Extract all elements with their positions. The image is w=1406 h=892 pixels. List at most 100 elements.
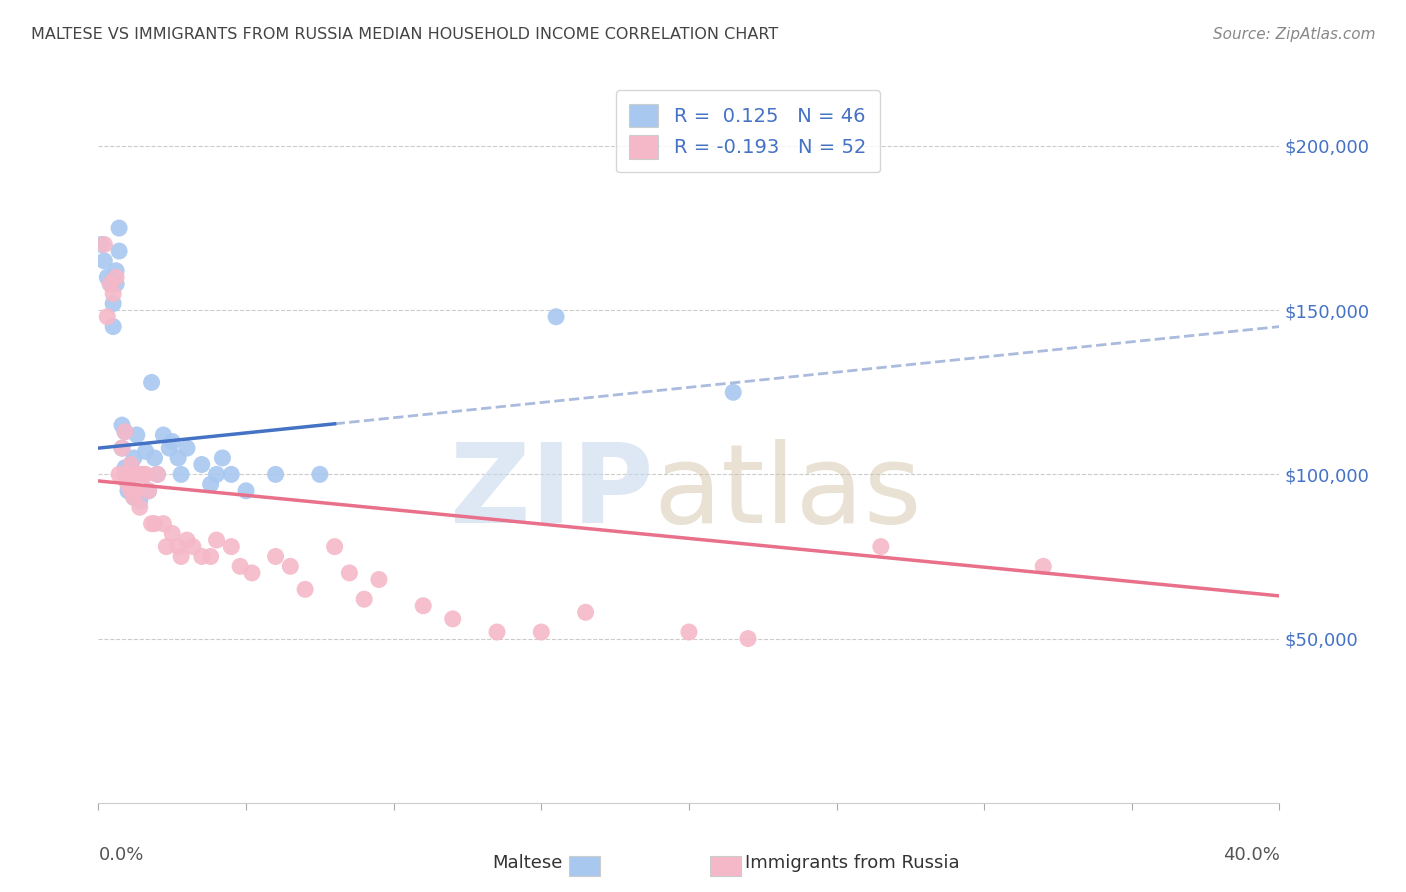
Point — [170, 549, 193, 564]
Point — [221, 540, 243, 554]
Point — [117, 477, 139, 491]
Point — [530, 625, 553, 640]
Point — [162, 526, 183, 541]
Point — [98, 277, 121, 291]
Point — [93, 237, 115, 252]
Point — [167, 540, 190, 554]
Point — [114, 460, 136, 475]
Point — [200, 549, 222, 564]
Point — [176, 533, 198, 547]
Point — [114, 467, 136, 482]
Point — [108, 244, 131, 258]
Point — [294, 582, 316, 597]
Point — [105, 264, 128, 278]
Point — [128, 493, 150, 508]
Point — [211, 450, 233, 465]
Point — [146, 467, 169, 482]
Point — [412, 599, 434, 613]
Point — [132, 467, 155, 482]
Point — [120, 458, 142, 472]
Point — [323, 540, 346, 554]
Point — [737, 632, 759, 646]
Point — [122, 491, 145, 505]
Point — [486, 625, 509, 640]
Text: 40.0%: 40.0% — [1223, 847, 1279, 864]
Point — [191, 458, 214, 472]
Point — [122, 450, 145, 465]
Point — [111, 418, 134, 433]
Point — [135, 444, 157, 458]
Point — [264, 549, 287, 564]
Point — [103, 296, 125, 310]
Point — [117, 467, 139, 482]
Point — [125, 428, 148, 442]
Point — [678, 625, 700, 640]
Point — [353, 592, 375, 607]
Legend: R =  0.125   N = 46, R = -0.193   N = 52: R = 0.125 N = 46, R = -0.193 N = 52 — [616, 90, 880, 172]
Point — [170, 467, 193, 482]
Point — [221, 467, 243, 482]
Point — [264, 467, 287, 482]
Point — [120, 483, 142, 498]
Text: ZIP: ZIP — [450, 439, 654, 546]
Point — [132, 467, 155, 482]
Point — [138, 483, 160, 498]
Point — [138, 483, 160, 498]
Point — [108, 221, 131, 235]
Point — [98, 277, 121, 291]
Point — [157, 441, 180, 455]
Point — [114, 425, 136, 439]
Point — [205, 533, 228, 547]
Text: 0.0%: 0.0% — [98, 847, 143, 864]
Text: MALTESE VS IMMIGRANTS FROM RUSSIA MEDIAN HOUSEHOLD INCOME CORRELATION CHART: MALTESE VS IMMIGRANTS FROM RUSSIA MEDIAN… — [31, 27, 778, 42]
Point — [309, 467, 332, 482]
Point — [152, 516, 174, 531]
Point — [117, 483, 139, 498]
Point — [167, 450, 190, 465]
Point — [120, 483, 142, 498]
Point — [200, 477, 222, 491]
Point — [235, 483, 257, 498]
Point — [122, 491, 145, 505]
Point — [368, 573, 391, 587]
Point — [441, 612, 464, 626]
Point — [141, 516, 163, 531]
Point — [128, 500, 150, 515]
Point — [125, 483, 148, 498]
Point — [96, 270, 118, 285]
Point — [111, 441, 134, 455]
Point — [152, 428, 174, 442]
Point — [114, 467, 136, 482]
Point — [1032, 559, 1054, 574]
Point — [870, 540, 893, 554]
Point — [117, 477, 139, 491]
Point — [120, 458, 142, 472]
Point — [155, 540, 177, 554]
Point — [546, 310, 568, 324]
Text: Source: ZipAtlas.com: Source: ZipAtlas.com — [1212, 27, 1375, 42]
Text: Maltese: Maltese — [492, 855, 562, 872]
Point — [105, 270, 128, 285]
Point — [339, 566, 361, 580]
Point — [191, 549, 214, 564]
Point — [90, 237, 112, 252]
Text: Immigrants from Russia: Immigrants from Russia — [745, 855, 960, 872]
Point — [229, 559, 252, 574]
Point — [135, 467, 157, 482]
Point — [176, 441, 198, 455]
Point — [117, 467, 139, 482]
Point — [143, 450, 166, 465]
Point — [125, 467, 148, 482]
Point — [93, 253, 115, 268]
Point — [141, 376, 163, 390]
Point — [575, 605, 598, 619]
Point — [108, 467, 131, 482]
Point — [205, 467, 228, 482]
Point — [96, 310, 118, 324]
Point — [280, 559, 302, 574]
Point — [111, 441, 134, 455]
Point — [723, 385, 745, 400]
Point — [143, 516, 166, 531]
Point — [114, 425, 136, 439]
Point — [105, 277, 128, 291]
